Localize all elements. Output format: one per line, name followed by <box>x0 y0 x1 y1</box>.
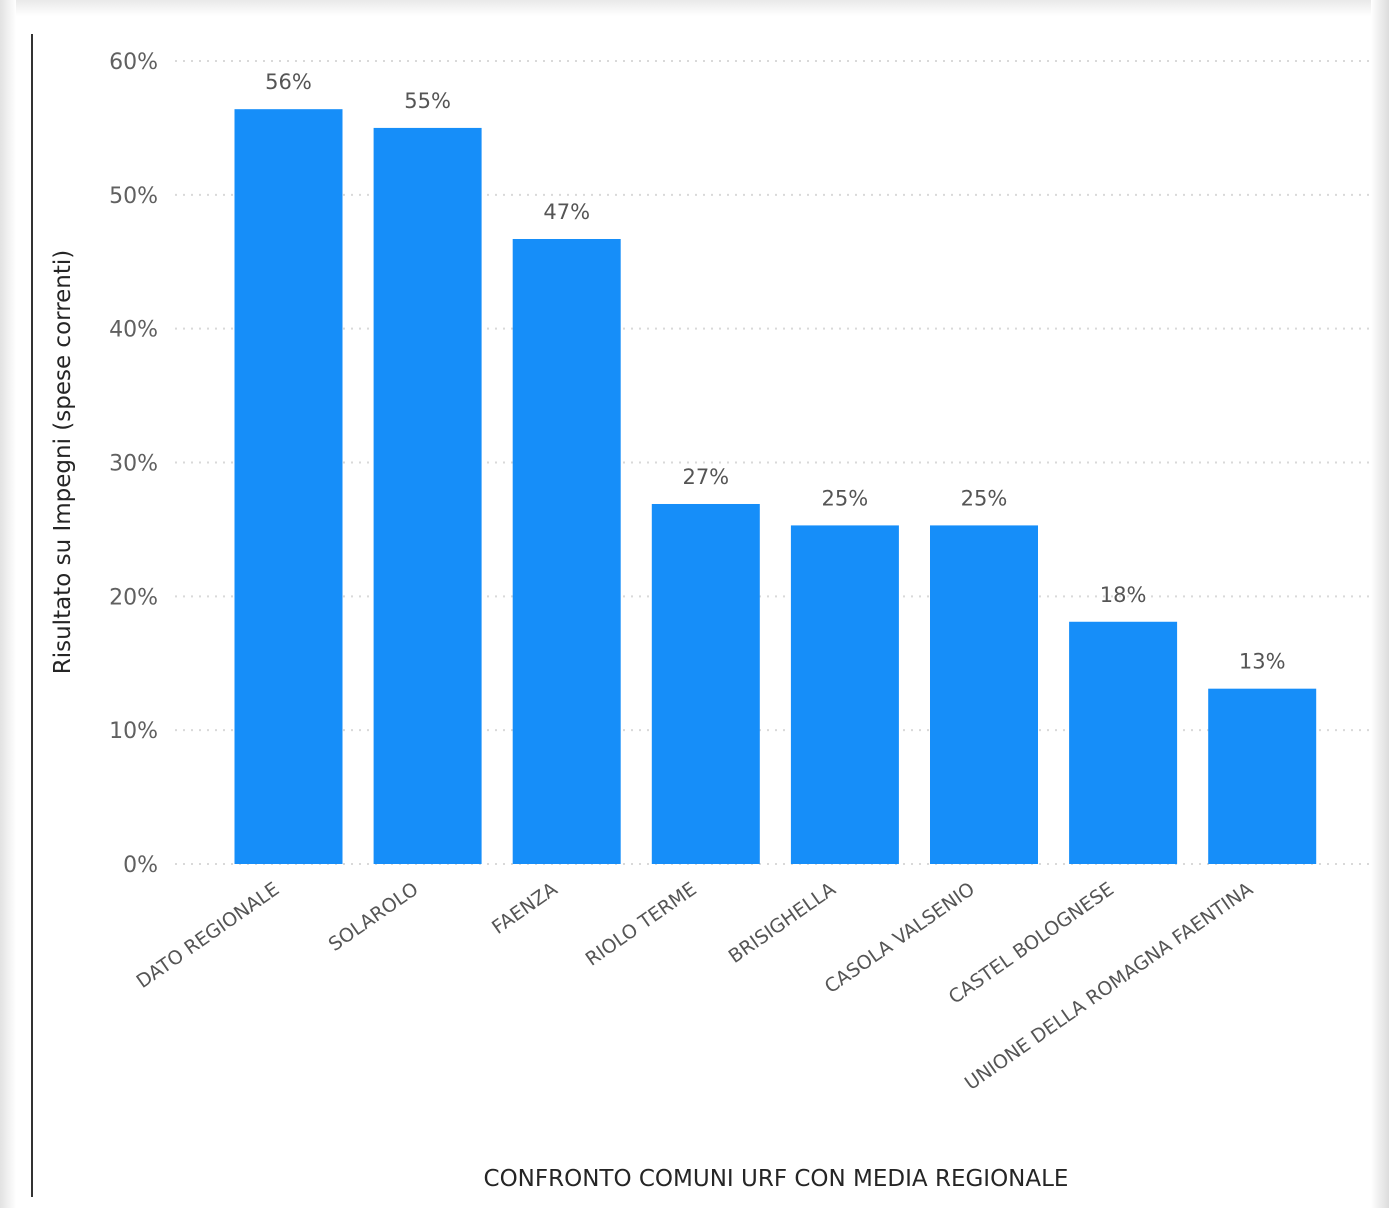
x-axis-categories: DATO REGIONALE SOLAROLO FAENZA RIOLO TERME B… <box>133 878 1258 1095</box>
y-tick-label: 60% <box>109 50 158 75</box>
y-tick-label: 10% <box>109 719 158 744</box>
bars <box>234 109 1317 865</box>
bar <box>1069 621 1178 864</box>
frame-shadow-right <box>1371 0 1389 1208</box>
y-axis-ticks: 0% 10% 20% 30% 40% 50% 60% <box>109 50 158 878</box>
y-tick-label: 50% <box>109 184 158 209</box>
category-label: FAENZA <box>488 878 562 939</box>
data-label: 13% <box>1239 650 1286 674</box>
bar <box>651 503 760 864</box>
category-label: DATO REGIONALE <box>133 878 284 993</box>
data-label: 18% <box>1100 583 1147 607</box>
data-label: 47% <box>543 200 590 224</box>
frame-shadow-top <box>0 0 1389 16</box>
y-tick-label: 0% <box>123 853 158 878</box>
y-tick-label: 20% <box>109 585 158 610</box>
data-labels: 56% 55% 47% 27% 25% 25% 18% 13% <box>265 70 1285 673</box>
left-border-line <box>31 34 33 1197</box>
bar <box>512 238 621 864</box>
y-tick-label: 30% <box>109 452 158 477</box>
data-label: 25% <box>822 486 869 510</box>
data-label: 55% <box>404 89 451 113</box>
category-label: RIOLO TERME <box>582 878 701 971</box>
gridlines <box>175 60 1372 865</box>
bar <box>930 525 1038 864</box>
data-label: 27% <box>682 465 729 489</box>
data-label: 56% <box>265 70 312 94</box>
category-label: SOLAROLO <box>325 878 423 956</box>
bar <box>234 109 343 865</box>
y-tick-label: 40% <box>109 318 158 343</box>
category-label: UNIONE DELLA ROMAGNA FAENTINA <box>961 878 1257 1095</box>
bar <box>373 127 482 864</box>
y-axis-title: Risultato su Impegni (spese correnti) <box>50 250 76 675</box>
category-label: CASOLA VALSENIO <box>821 878 979 998</box>
bar <box>1208 688 1317 864</box>
data-label: 25% <box>961 486 1008 510</box>
x-axis-title: CONFRONTO COMUNI URF CON MEDIA REGIONALE <box>484 1166 1069 1192</box>
category-label: BRISIGHELLA <box>725 878 840 968</box>
frame-shadow-left <box>0 0 16 1208</box>
bar <box>790 525 899 864</box>
